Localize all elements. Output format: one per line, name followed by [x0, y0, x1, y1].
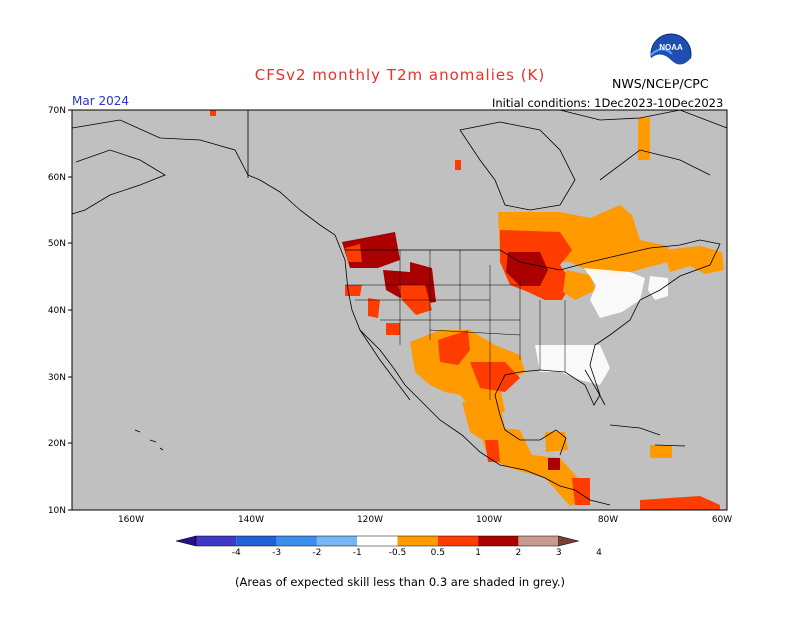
colorbar-segment	[316, 536, 358, 546]
longitude-axis: 160W 140W 120W 100W 80W 60W	[118, 515, 732, 525]
lon-label: 80W	[598, 515, 618, 525]
latitude-axis: 70N 60N 50N 40N 30N 20N 10N	[48, 106, 66, 516]
noaa-logo: NOAA	[650, 33, 692, 80]
lat-label: 20N	[48, 439, 66, 449]
lon-label: 140W	[238, 515, 264, 525]
colorbar-label: -2	[312, 548, 321, 558]
map-title: CFSv2 monthly T2m anomalies (K)	[254, 66, 546, 84]
lat-label: 50N	[48, 239, 66, 249]
colorbar-segment	[437, 536, 479, 546]
skill-footnote: (Areas of expected skill less than 0.3 a…	[235, 575, 565, 589]
colorbar-segment	[357, 536, 398, 546]
colorbar-high-arrow	[558, 535, 579, 547]
colorbar-label: -4	[232, 548, 241, 558]
forecast-month: Mar 2024	[72, 94, 129, 108]
lat-label: 30N	[48, 373, 66, 383]
map-background	[72, 110, 727, 510]
agency-label: NWS/NCEP/CPC	[612, 76, 709, 91]
colorbar-segment	[236, 536, 277, 546]
colorbar-segment	[478, 536, 519, 546]
colorbar-label: 1	[475, 548, 481, 558]
colorbar: -4 -3 -2 -1 -0.5 0.5 1 2 3 4	[175, 535, 602, 558]
lon-label: 160W	[118, 515, 144, 525]
lon-label: 60W	[712, 515, 732, 525]
colorbar-label: -3	[272, 548, 281, 558]
colorbar-segment	[397, 536, 438, 546]
colorbar-label: 0.5	[431, 548, 445, 558]
colorbar-frame	[195, 535, 559, 547]
colorbar-segment	[518, 536, 559, 546]
anomaly-shading	[210, 110, 724, 510]
lat-label: 40N	[48, 306, 66, 316]
colorbar-low-arrow	[175, 535, 197, 547]
noaa-logo-text: NOAA	[659, 43, 683, 52]
colorbar-segment	[276, 536, 317, 546]
initial-conditions: Initial conditions: 1Dec2023-10Dec2023	[492, 96, 724, 110]
colorbar-label: -1	[353, 548, 362, 558]
colorbar-label: 4	[596, 548, 602, 558]
coastlines	[71, 109, 728, 506]
lon-label: 120W	[357, 515, 383, 525]
colorbar-label: 2	[516, 548, 522, 558]
colorbar-label: 3	[556, 548, 562, 558]
lat-label: 70N	[48, 106, 66, 116]
lon-label: 100W	[476, 515, 502, 525]
lat-label: 60N	[48, 173, 66, 183]
colorbar-label: -0.5	[389, 548, 407, 558]
lat-label: 10N	[48, 506, 66, 516]
lat-ticks	[68, 109, 72, 511]
colorbar-segment	[196, 536, 237, 546]
